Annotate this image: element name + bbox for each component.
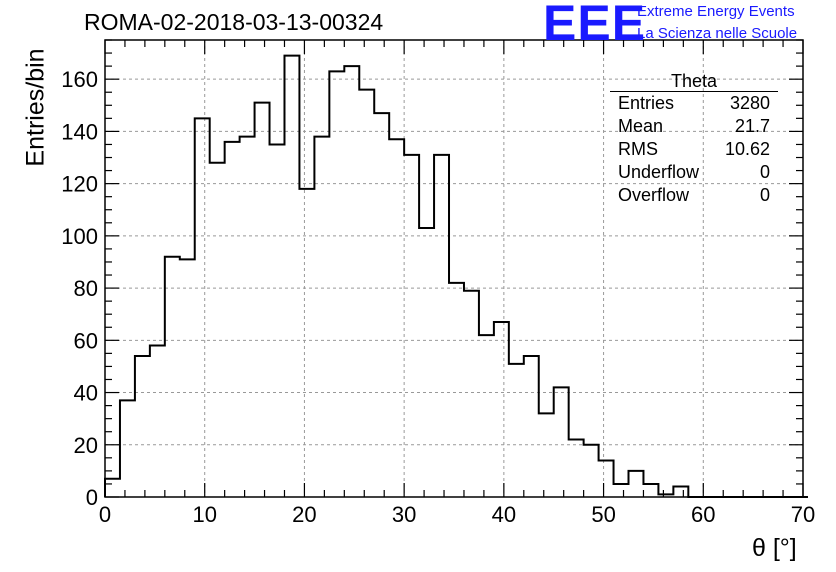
histogram-bin	[120, 400, 135, 497]
y-tick-label: 0	[86, 485, 98, 510]
histogram-bin	[225, 142, 240, 497]
x-tick-label: 10	[192, 502, 216, 527]
axis-ticks: 0 10 20 30 40 50 60 70 0 20 40 60 80 100 120 140 160	[61, 39, 815, 527]
histogram-bin	[584, 445, 599, 497]
y-tick-label: 60	[74, 328, 98, 353]
y-tick-label: 120	[61, 172, 98, 197]
x-tick-label: 20	[292, 502, 316, 527]
histogram-bin	[195, 118, 210, 497]
histogram-bin	[539, 413, 554, 497]
stats-row-entries: Entries 3280	[610, 92, 778, 115]
stats-label: Entries	[618, 93, 675, 113]
histogram-bin	[270, 144, 285, 497]
y-tick-label: 80	[74, 276, 98, 301]
histogram-bin	[150, 346, 165, 497]
x-axis-label: θ [°]	[752, 534, 797, 562]
eee-logo: EEE	[543, 0, 647, 51]
histogram-bin	[404, 155, 419, 497]
histogram-bin	[643, 484, 658, 497]
stats-label: RMS	[618, 139, 658, 159]
histogram-bin	[509, 364, 524, 497]
stats-row-overflow: Overflow 0	[610, 184, 778, 207]
stats-title: Theta	[610, 72, 778, 92]
y-axis-label: Entries/bin	[21, 48, 50, 167]
histogram-series	[104, 54, 808, 498]
histogram-outline	[104, 54, 808, 498]
histogram-bin	[165, 257, 180, 497]
stats-label: Underflow	[618, 162, 700, 182]
stats-box: Theta Entries 3280 Mean 21.7 RMS 10.62 U…	[610, 72, 778, 207]
histogram-bin	[284, 56, 299, 497]
histogram-bin	[210, 163, 225, 497]
histogram-bin	[614, 484, 629, 497]
plot-frame	[104, 39, 804, 498]
histogram-bin	[569, 440, 584, 497]
histogram-bin	[344, 66, 359, 497]
histogram-bin	[494, 322, 509, 497]
histogram-bin	[464, 291, 479, 497]
stats-label: Overflow	[618, 185, 690, 205]
histogram-bin	[299, 189, 314, 497]
grid-lines	[105, 40, 803, 497]
histogram-bin	[374, 113, 389, 497]
histogram-bin	[599, 460, 614, 497]
histogram-bin	[449, 283, 464, 497]
histogram-bin	[240, 137, 255, 497]
y-tick-label: 20	[74, 433, 98, 458]
y-tick-label: 140	[61, 119, 98, 144]
stats-value: 3280	[729, 93, 770, 113]
logo-line-1: Extreme Energy Events	[637, 3, 795, 20]
x-tick-label: 0	[99, 502, 111, 527]
histogram-bin	[255, 103, 270, 497]
stats-value: 21.7	[734, 116, 770, 136]
x-tick-label: 70	[791, 502, 815, 527]
histogram-bin	[554, 387, 569, 497]
logo-line-2: La Scienza nelle Scuole	[637, 25, 798, 42]
histogram-bin	[359, 90, 374, 497]
histogram-bin	[314, 137, 329, 497]
histogram-bin	[135, 356, 150, 497]
stats-value: 10.62	[724, 139, 770, 159]
histogram-bin	[673, 487, 688, 497]
histogram-bin	[524, 356, 539, 497]
histogram-bin	[479, 335, 494, 497]
y-tick-label: 160	[61, 67, 98, 92]
histogram-bin	[389, 139, 404, 497]
histogram-bin	[180, 259, 195, 497]
stats-row-underflow: Underflow 0	[610, 161, 778, 184]
histogram-bin	[629, 471, 644, 497]
x-tick-label: 40	[492, 502, 516, 527]
x-tick-label: 50	[591, 502, 615, 527]
stats-row-rms: RMS 10.62	[610, 138, 778, 161]
y-tick-label: 100	[61, 224, 98, 249]
histogram-bin	[105, 479, 120, 497]
chart-title: ROMA-02-2018-03-13-00324	[84, 9, 384, 35]
stats-value: 0	[759, 162, 770, 182]
histogram-bin	[434, 155, 449, 497]
stats-label: Mean	[618, 116, 664, 136]
x-tick-label: 60	[691, 502, 715, 527]
y-tick-label: 40	[74, 381, 98, 406]
x-tick-label: 30	[392, 502, 416, 527]
histogram-bin	[329, 71, 344, 497]
stats-row-mean: Mean 21.7	[610, 115, 778, 138]
stats-value: 0	[759, 185, 770, 205]
histogram-bin	[419, 228, 434, 497]
